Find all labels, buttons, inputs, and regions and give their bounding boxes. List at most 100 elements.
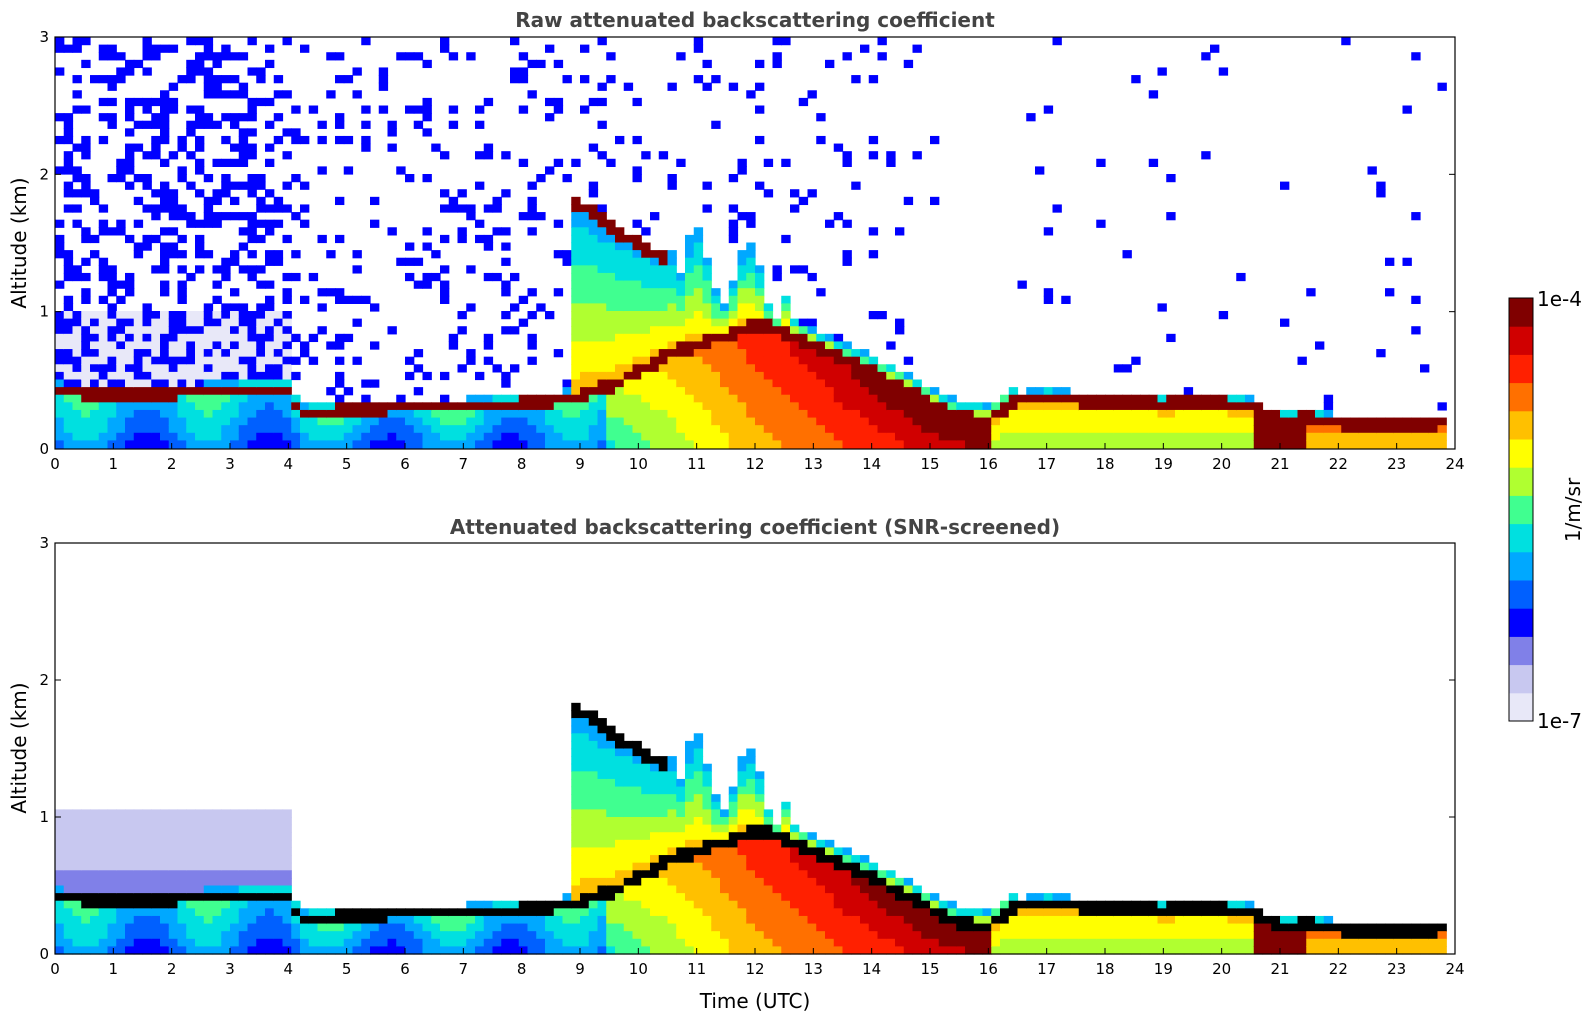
heatmap-cell (422, 174, 432, 183)
heatmap-cell (125, 280, 135, 289)
heatmap-cell (1350, 440, 1360, 449)
heatmap-cell (623, 915, 634, 925)
heatmap-cell (667, 931, 677, 940)
top-y-axis-label: Altitude (km) (7, 177, 31, 308)
heatmap-cell (1052, 387, 1062, 396)
heatmap-cell (55, 166, 65, 175)
heatmap-cell (352, 90, 362, 99)
heatmap-cell (448, 931, 459, 940)
heatmap-cell (825, 938, 835, 947)
heatmap-cell (615, 885, 625, 894)
heatmap-cell (107, 409, 117, 419)
heatmap-cell (553, 394, 564, 403)
heatmap-cell (763, 387, 774, 396)
heatmap-cell (1376, 432, 1386, 441)
heatmap-cell (763, 440, 774, 449)
heatmap-cell (851, 900, 861, 909)
heatmap-cell (982, 440, 992, 449)
heatmap-cell (921, 915, 931, 925)
heatmap-cell (107, 908, 117, 917)
heatmap-cell (1201, 915, 1211, 925)
heatmap-cell (247, 402, 257, 411)
heatmap-cell (273, 862, 284, 871)
heatmap-cell (1402, 946, 1412, 955)
heatmap-cell (667, 311, 677, 320)
heatmap-cell (63, 371, 74, 381)
heatmap-cell (606, 855, 616, 864)
heatmap-cell (746, 801, 756, 810)
heatmap-cell (282, 817, 292, 826)
heatmap-cell (308, 440, 319, 449)
heatmap-cell (273, 847, 284, 856)
heatmap-cell (1035, 893, 1045, 902)
heatmap-cell (317, 166, 327, 175)
heatmap-cell (658, 839, 669, 849)
heatmap-cell (387, 227, 397, 236)
heatmap-cell (597, 931, 607, 940)
heatmap-cell (125, 862, 135, 871)
heatmap-cell (81, 143, 91, 152)
heatmap-cell (580, 915, 590, 925)
heatmap-cell (1026, 440, 1036, 449)
heatmap-cell (667, 786, 677, 795)
heatmap-cell (361, 135, 371, 145)
heatmap-cell (55, 832, 65, 841)
heatmap-cell (186, 181, 196, 190)
heatmap-cell (711, 832, 721, 841)
heatmap-cell (1323, 923, 1334, 932)
heatmap-cell (378, 915, 389, 925)
heatmap-cell (737, 379, 747, 388)
heatmap-cell (1148, 946, 1159, 955)
x-tick-label: 12 (745, 960, 764, 978)
heatmap-cell (63, 387, 74, 396)
heatmap-cell (685, 900, 695, 909)
heatmap-cell (55, 311, 65, 320)
heatmap-cell (772, 870, 782, 879)
heatmap-cell (300, 349, 310, 358)
heatmap-cell (588, 250, 599, 259)
heatmap-cell (877, 364, 887, 373)
heatmap-cell (230, 364, 240, 373)
heatmap-cell (457, 227, 467, 236)
heatmap-cell (772, 855, 782, 864)
heatmap-cell (615, 326, 625, 335)
heatmap-cell (746, 915, 756, 925)
heatmap-cell (151, 326, 161, 335)
heatmap-cell (851, 379, 861, 388)
heatmap-cell (667, 341, 677, 350)
heatmap-cell (903, 425, 914, 434)
heatmap-cell (693, 371, 704, 381)
heatmap-cell (282, 37, 292, 46)
heatmap-cell (177, 824, 187, 833)
heatmap-cell (798, 885, 809, 894)
heatmap-cell (81, 425, 91, 434)
heatmap-cell (1411, 931, 1421, 940)
heatmap-cell (641, 809, 651, 818)
heatmap-cell (160, 440, 170, 449)
heatmap-cell (763, 908, 774, 917)
heatmap-cell (1323, 938, 1334, 947)
heatmap-cell (422, 946, 432, 955)
heatmap-cell (265, 885, 275, 894)
heatmap-cell (230, 908, 240, 917)
heatmap-cell (1385, 417, 1395, 426)
heatmap-cell (536, 303, 546, 312)
heatmap-cell (632, 763, 642, 772)
heatmap-cell (693, 733, 704, 742)
heatmap-cell (510, 432, 520, 441)
heatmap-cell (755, 923, 765, 932)
y-tick-label: 0 (39, 440, 49, 458)
heatmap-cell (1402, 432, 1412, 441)
heatmap-cell (798, 265, 809, 274)
heatmap-cell (273, 908, 284, 917)
heatmap-cell (177, 75, 187, 84)
heatmap-cell (238, 809, 249, 818)
heatmap-cell (571, 718, 581, 727)
heatmap-cell (195, 862, 205, 871)
heatmap-cell (55, 809, 65, 818)
heatmap-cell (746, 938, 756, 947)
heatmap-cell (125, 877, 135, 887)
heatmap-cell (378, 82, 389, 91)
heatmap-cell (1288, 946, 1299, 955)
colorbar-segment (1509, 664, 1533, 694)
